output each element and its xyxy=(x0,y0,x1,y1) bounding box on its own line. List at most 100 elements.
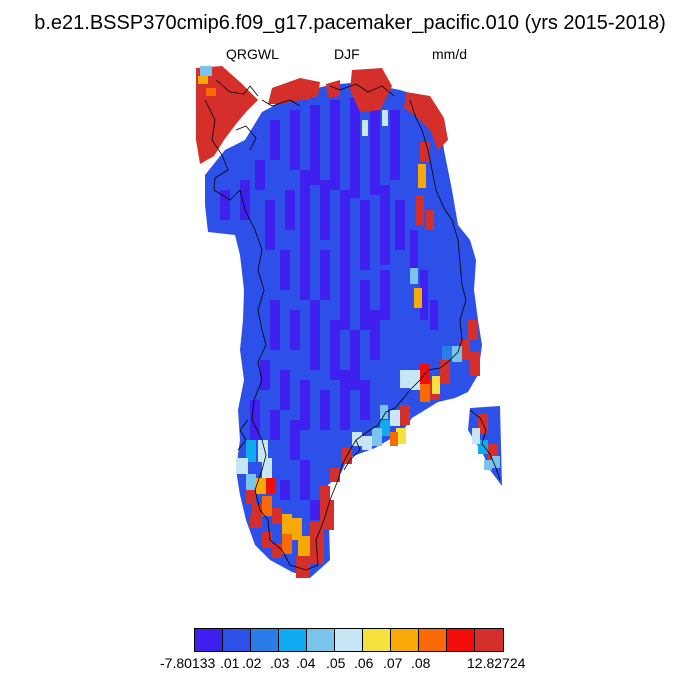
map-cell xyxy=(262,496,272,516)
map-cell xyxy=(320,250,330,300)
colorbar-label-4: .04 xyxy=(296,655,316,671)
map-cell xyxy=(460,340,470,360)
map-cell xyxy=(362,436,372,450)
map-cell xyxy=(255,160,265,190)
map-cell xyxy=(246,440,256,462)
map-cell xyxy=(370,100,380,195)
map-cell xyxy=(430,300,438,330)
map-cell xyxy=(260,360,270,390)
map-cell xyxy=(236,458,248,474)
map-cell xyxy=(270,300,280,350)
map-cell xyxy=(320,390,330,430)
map-region xyxy=(350,68,392,112)
colorbar-swatch-8 xyxy=(419,629,447,651)
colorbar-swatch-3 xyxy=(279,629,307,651)
map-cell xyxy=(310,105,320,185)
map-cell xyxy=(420,142,430,162)
colorbar-label-2: .02 xyxy=(242,655,262,671)
map-cell xyxy=(410,230,418,270)
map-cell xyxy=(320,180,330,240)
colorbar-swatch-1 xyxy=(223,629,251,651)
coastline-path xyxy=(329,83,395,97)
coastline-path xyxy=(469,409,501,481)
map-cell xyxy=(290,110,300,170)
map-cell xyxy=(310,300,320,370)
units-label: mm/d xyxy=(432,46,467,62)
map-cell xyxy=(330,100,340,190)
map-cell xyxy=(310,522,324,564)
colorbar xyxy=(194,628,504,652)
colorbar-swatch-5 xyxy=(335,629,363,651)
map-cell xyxy=(282,514,292,534)
map-cell xyxy=(282,534,292,554)
map-cell xyxy=(410,268,418,284)
map-region xyxy=(326,80,340,98)
map-cell xyxy=(395,200,405,250)
colorbar-swatch-0 xyxy=(195,629,223,651)
coastline-path xyxy=(261,99,301,107)
map-cell xyxy=(320,500,334,530)
map-cell xyxy=(488,444,498,464)
map-cell xyxy=(320,486,330,502)
coastline-path xyxy=(235,125,257,151)
colorbar-label-8: .08 xyxy=(411,655,431,671)
map-cell xyxy=(372,428,382,446)
colorbar-swatch-9 xyxy=(447,629,475,651)
map-cell xyxy=(290,420,300,460)
map-cell xyxy=(478,440,488,454)
map-cell xyxy=(380,405,388,419)
colorbar-label-0: -7.80133 xyxy=(160,655,216,671)
map-cell xyxy=(340,190,350,270)
map-cell xyxy=(206,88,216,96)
map-cells xyxy=(196,66,502,578)
map-cell xyxy=(390,432,398,446)
map-cell xyxy=(310,500,320,520)
coastline xyxy=(204,79,501,571)
map-cell xyxy=(292,518,302,540)
map-cell xyxy=(468,320,478,340)
colorbar-label-6: .06 xyxy=(354,655,374,671)
colorbar-label-9: 12.82724 xyxy=(467,655,526,671)
colorbar-swatch-7 xyxy=(391,629,419,651)
map-cell xyxy=(280,250,290,290)
map-cell xyxy=(258,440,268,462)
map-cell xyxy=(250,516,262,528)
map-cell xyxy=(452,346,462,362)
map-cell xyxy=(442,346,452,360)
map-cell xyxy=(484,460,492,470)
map-cell xyxy=(298,536,310,558)
map-cell xyxy=(362,120,368,136)
colorbar-label-3: .03 xyxy=(270,655,290,671)
map-cell xyxy=(198,76,208,84)
map-cell xyxy=(370,310,380,360)
map-cell xyxy=(290,88,310,100)
map-cell xyxy=(296,556,310,578)
map-cell xyxy=(414,288,422,308)
coastline-path xyxy=(215,79,259,97)
map-cell xyxy=(432,376,440,394)
map-cell xyxy=(300,460,310,500)
map-cell xyxy=(252,504,262,518)
colorbar-swatch-4 xyxy=(307,629,335,651)
map-cell xyxy=(300,170,310,240)
map-cell xyxy=(220,190,230,220)
coastline-path xyxy=(204,99,467,571)
map-cell xyxy=(340,370,350,430)
map-cell xyxy=(300,240,310,300)
map-cell xyxy=(382,110,388,126)
map-cell xyxy=(420,270,428,320)
map-cell xyxy=(280,370,290,410)
colorbar-swatch-2 xyxy=(251,629,279,651)
coastline-path xyxy=(343,439,361,471)
variable-label: QRGWL xyxy=(226,46,279,62)
map-cell xyxy=(300,380,310,430)
map-cell xyxy=(360,200,370,270)
map-cell xyxy=(426,210,434,230)
map-cell xyxy=(272,544,282,558)
map-cell xyxy=(256,478,266,494)
map-cell xyxy=(250,400,260,440)
map-cell xyxy=(350,330,360,390)
colorbar-label-7: .07 xyxy=(383,655,403,671)
map-cell xyxy=(272,508,282,524)
season-label: DJF xyxy=(334,46,360,62)
